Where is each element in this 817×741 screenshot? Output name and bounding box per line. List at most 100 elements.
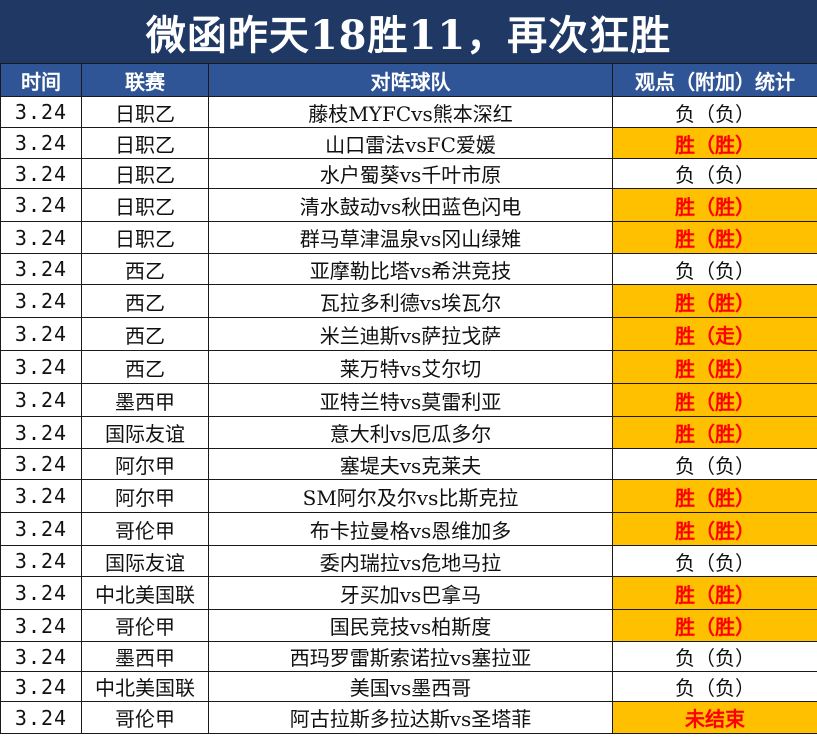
cell-result: 未结束	[612, 701, 817, 734]
cell-time: 3.24	[0, 416, 82, 449]
cell-league: 中北美国联	[81, 576, 209, 610]
header-time: 时间	[0, 63, 82, 97]
cell-match: 亚摩勒比塔vs希洪竞技	[208, 253, 613, 285]
cell-league: 日职乙	[81, 127, 209, 159]
cell-result: 负（负）	[612, 671, 817, 702]
cell-result: 胜（胜）	[612, 127, 817, 159]
table-row: 3.24 西乙 亚摩勒比塔vs希洪竞技 负（负）	[0, 253, 817, 285]
cell-result: 胜（胜）	[612, 416, 817, 449]
table-row: 3.24 日职乙 水户蜀葵vs千叶市原 负（负）	[0, 158, 817, 189]
cell-time: 3.24	[0, 448, 82, 480]
cell-match: 委内瑞拉vs危地马拉	[208, 545, 613, 577]
table-row: 3.24 哥伦甲 国民竞技vs柏斯度 胜（胜）	[0, 609, 817, 642]
cell-league: 日职乙	[81, 221, 209, 254]
cell-time: 3.24	[0, 479, 82, 513]
cell-match: 意大利vs厄瓜多尔	[208, 416, 613, 449]
cell-result: 胜（走）	[612, 317, 817, 351]
cell-result: 负（负）	[612, 158, 817, 189]
cell-league: 墨西甲	[81, 383, 209, 417]
cell-league: 阿尔甲	[81, 479, 209, 513]
cell-match: 瓦拉多利德vs埃瓦尔	[208, 284, 613, 318]
cell-match: 藤枝MYFCvs熊本深红	[208, 96, 613, 128]
table-row: 3.24 中北美国联 美国vs墨西哥 负（负）	[0, 671, 817, 702]
header-league: 联赛	[81, 63, 209, 97]
cell-result: 胜（胜）	[612, 350, 817, 384]
cell-result: 负（负）	[612, 641, 817, 672]
cell-time: 3.24	[0, 701, 82, 734]
cell-match: 布卡拉曼格vs恩维加多	[208, 512, 613, 546]
table-row: 3.24 哥伦甲 布卡拉曼格vs恩维加多 胜（胜）	[0, 512, 817, 546]
cell-result: 胜（胜）	[612, 512, 817, 546]
cell-result: 胜（胜）	[612, 221, 817, 254]
cell-match: 阿古拉斯多拉达斯vs圣塔菲	[208, 701, 613, 734]
cell-match: 莱万特vs艾尔切	[208, 350, 613, 384]
cell-league: 西乙	[81, 350, 209, 384]
cell-match: 西玛罗雷斯索诺拉vs塞拉亚	[208, 641, 613, 672]
cell-time: 3.24	[0, 158, 82, 189]
table-row: 3.24 国际友谊 委内瑞拉vs危地马拉 负（负）	[0, 545, 817, 577]
cell-match: 清水鼓动vs秋田蓝色闪电	[208, 188, 613, 222]
cell-league: 西乙	[81, 253, 209, 285]
cell-result: 负（负）	[612, 545, 817, 577]
cell-match: 国民竞技vs柏斯度	[208, 609, 613, 642]
table-row: 3.24 国际友谊 意大利vs厄瓜多尔 胜（胜）	[0, 416, 817, 449]
cell-league: 阿尔甲	[81, 448, 209, 480]
cell-league: 哥伦甲	[81, 609, 209, 642]
header-match: 对阵球队	[208, 63, 613, 97]
cell-result: 胜（胜）	[612, 383, 817, 417]
cell-league: 墨西甲	[81, 641, 209, 672]
header-result: 观点（附加）统计	[612, 63, 817, 97]
table-row: 3.24 哥伦甲 阿古拉斯多拉达斯vs圣塔菲 未结束	[0, 701, 817, 734]
cell-league: 国际友谊	[81, 416, 209, 449]
cell-result: 胜（胜）	[612, 576, 817, 610]
cell-result: 胜（胜）	[612, 188, 817, 222]
table-row: 3.24 阿尔甲 SM阿尔及尔vs比斯克拉 胜（胜）	[0, 479, 817, 513]
cell-time: 3.24	[0, 127, 82, 159]
cell-time: 3.24	[0, 253, 82, 285]
cell-result: 胜（胜）	[612, 284, 817, 318]
cell-result: 负（负）	[612, 448, 817, 480]
table-row: 3.24 西乙 莱万特vs艾尔切 胜（胜）	[0, 350, 817, 384]
cell-result: 胜（胜）	[612, 479, 817, 513]
cell-match: 亚特兰特vs莫雷利亚	[208, 383, 613, 417]
cell-league: 中北美国联	[81, 671, 209, 702]
cell-match: 群马草津温泉vs冈山绿雉	[208, 221, 613, 254]
table-row: 3.24 中北美国联 牙买加vs巴拿马 胜（胜）	[0, 576, 817, 610]
table-row: 3.24 墨西甲 西玛罗雷斯索诺拉vs塞拉亚 负（负）	[0, 641, 817, 672]
cell-match: 牙买加vs巴拿马	[208, 576, 613, 610]
cell-match: SM阿尔及尔vs比斯克拉	[208, 479, 613, 513]
cell-match: 水户蜀葵vs千叶市原	[208, 158, 613, 189]
cell-league: 西乙	[81, 284, 209, 318]
cell-time: 3.24	[0, 350, 82, 384]
cell-time: 3.24	[0, 671, 82, 702]
page-title: 微函昨天18胜11，再次狂胜	[0, 0, 817, 63]
table-row: 3.24 阿尔甲 塞堤夫vs克莱夫 负（负）	[0, 448, 817, 480]
cell-time: 3.24	[0, 383, 82, 417]
cell-time: 3.24	[0, 96, 82, 128]
table-row: 3.24 日职乙 藤枝MYFCvs熊本深红 负（负）	[0, 96, 817, 128]
cell-league: 日职乙	[81, 188, 209, 222]
table-row: 3.24 墨西甲 亚特兰特vs莫雷利亚 胜（胜）	[0, 383, 817, 417]
cell-league: 日职乙	[81, 158, 209, 189]
cell-match: 山口雷法vsFC爱媛	[208, 127, 613, 159]
cell-result: 负（负）	[612, 96, 817, 128]
cell-time: 3.24	[0, 576, 82, 610]
cell-time: 3.24	[0, 221, 82, 254]
cell-time: 3.24	[0, 284, 82, 318]
cell-match: 美国vs墨西哥	[208, 671, 613, 702]
table-row: 3.24 日职乙 群马草津温泉vs冈山绿雉 胜（胜）	[0, 221, 817, 254]
cell-league: 日职乙	[81, 96, 209, 128]
cell-time: 3.24	[0, 609, 82, 642]
cell-result: 胜（胜）	[612, 609, 817, 642]
cell-time: 3.24	[0, 545, 82, 577]
table-row: 3.24 日职乙 山口雷法vsFC爱媛 胜（胜）	[0, 127, 817, 159]
table-body: 3.24 日职乙 藤枝MYFCvs熊本深红 负（负） 3.24 日职乙 山口雷法vsFC爱媛…	[0, 96, 817, 734]
table-row: 3.24 西乙 米兰迪斯vs萨拉戈萨 胜（走）	[0, 317, 817, 351]
results-table: 时间 联赛 对阵球队 观点（附加）统计 3.24 日职乙 藤枝MYFCvs熊本深红负…	[0, 63, 817, 734]
cell-match: 米兰迪斯vs萨拉戈萨	[208, 317, 613, 351]
cell-league: 国际友谊	[81, 545, 209, 577]
cell-time: 3.24	[0, 317, 82, 351]
header-row: 时间 联赛 对阵球队 观点（附加）统计	[0, 63, 817, 97]
cell-league: 哥伦甲	[81, 512, 209, 546]
